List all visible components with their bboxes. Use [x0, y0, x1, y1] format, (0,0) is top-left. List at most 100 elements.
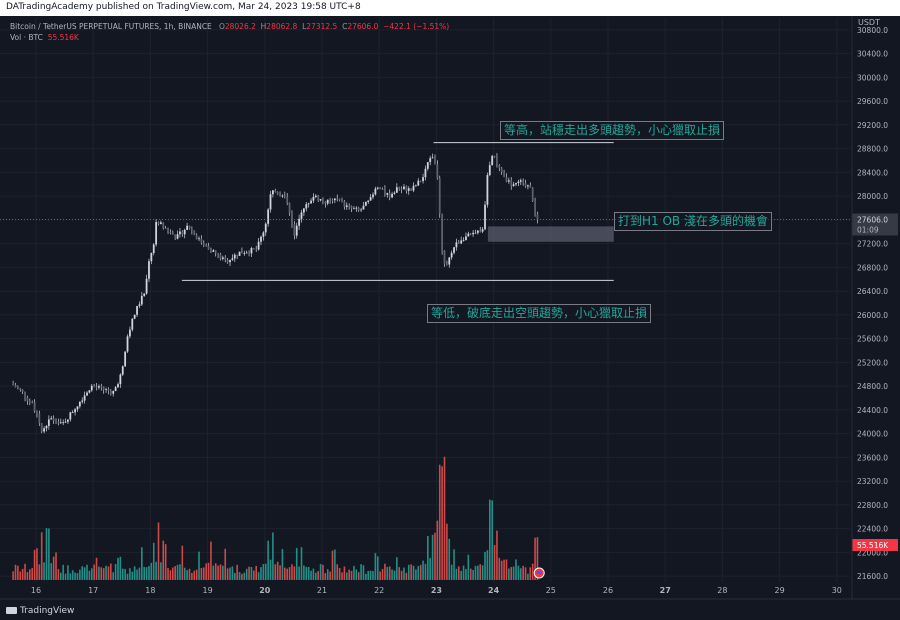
volume-bar [12, 571, 14, 580]
candle-body [93, 385, 96, 387]
volume-bar [183, 567, 186, 580]
volume-bar [150, 562, 153, 580]
order-block-zone[interactable] [487, 226, 614, 242]
volume-bar [264, 563, 267, 580]
candle-body [112, 391, 115, 394]
volume-bar [86, 564, 88, 580]
price-tick-label: 23600.0 [857, 453, 888, 462]
volume-bar [443, 456, 446, 580]
volume-bar [419, 564, 422, 580]
volume-bar [336, 564, 339, 580]
volume-bar [491, 500, 493, 580]
volume-bar [205, 563, 207, 580]
candle-body [362, 205, 365, 210]
price-axis[interactable]: 21600.0 22000.0 22400.0 22800.0 23200.0 23600… [857, 26, 888, 581]
candle-body [353, 208, 355, 210]
volume-bar [160, 562, 162, 580]
candle-body [55, 420, 57, 423]
volume-bar [348, 569, 350, 580]
candle-body [272, 190, 274, 195]
volume-bar [176, 564, 179, 580]
candle-body [121, 366, 124, 375]
volume-bar [396, 557, 398, 580]
candle-body [474, 232, 477, 234]
candle-body [395, 187, 398, 193]
volume-bar [365, 573, 367, 580]
volume-bar [276, 561, 279, 580]
volume-bar [24, 563, 26, 580]
candle-body [179, 231, 181, 235]
annotation-equal-low[interactable]: 等低，破底走出空頭趨勢，小心獵取止損 [427, 304, 652, 323]
volume-bar [141, 547, 143, 580]
candle-body [338, 198, 341, 200]
candle-body [369, 197, 372, 201]
candle-body [74, 409, 76, 413]
candle-body [238, 251, 241, 256]
candle-body [505, 176, 508, 182]
volume-bar [48, 528, 50, 580]
annotation-order-block[interactable]: 打到H1 OB 淺在多頭的機會 [614, 212, 772, 231]
volume-bar [219, 564, 222, 580]
price-tick-label: 30000.0 [857, 73, 888, 82]
candle-body [393, 192, 396, 194]
candle-body [140, 295, 143, 305]
candle-body [202, 242, 205, 246]
price-tick-label: 29600.0 [857, 97, 888, 106]
event-marker-icon-inner [536, 571, 542, 574]
volume-bar [202, 567, 205, 580]
volume-bar [112, 572, 115, 580]
volume-bar [100, 567, 103, 580]
volume-bar [45, 528, 48, 580]
volume-bar [272, 532, 274, 580]
candle-body [231, 258, 234, 260]
volume-bar [145, 567, 148, 580]
candle-body [221, 257, 224, 259]
candle-body [484, 204, 486, 230]
volume-bar [379, 571, 381, 580]
volume-bar [233, 573, 236, 580]
candle-body [381, 189, 384, 190]
volume-bar [253, 570, 255, 580]
volume-bar [19, 571, 22, 580]
time-tick-label: 19 [203, 586, 213, 595]
time-axis[interactable]: 16 17 18 19 20 21 22 23 24 25 26 27 28 29 30 [31, 586, 842, 595]
volume-bar [436, 520, 439, 580]
current-price-label: 27606.0 [857, 215, 888, 224]
volume-bar [212, 565, 215, 580]
volume-bar [36, 548, 38, 580]
volume-bar [458, 566, 460, 580]
volume-bar [288, 567, 291, 580]
candle-body [145, 278, 148, 294]
volume-bar [329, 571, 331, 580]
candle-body [45, 425, 48, 429]
candle-body [71, 412, 74, 414]
annotation-equal-high[interactable]: 等高，站穩走出多頭趨勢，小心獵取止損 [500, 121, 725, 140]
countdown-label: 01:09 [857, 225, 879, 234]
candle-body [469, 233, 472, 235]
volume-bar [138, 567, 141, 580]
volume-bar [231, 566, 234, 580]
price-tick-label: 22400.0 [857, 525, 888, 534]
candle-body [155, 222, 158, 245]
candles [12, 153, 539, 434]
volume-bar [102, 568, 105, 580]
candle-body [453, 247, 455, 253]
volume-bar [474, 565, 477, 580]
volume-bar [450, 564, 453, 580]
volume-bar [188, 568, 191, 580]
volume-bar [374, 553, 377, 580]
volume-bar [462, 565, 465, 580]
price-tick-label: 29200.0 [857, 121, 888, 130]
close-value: 27606.0 [347, 22, 379, 31]
volume-bar [341, 572, 343, 580]
candle-body [479, 230, 482, 232]
candle-body [455, 242, 458, 248]
volume-bar [484, 551, 486, 580]
candle-body [462, 240, 465, 241]
volume-bar [226, 568, 229, 580]
volume-bar [386, 566, 389, 580]
volume-bar [131, 571, 134, 580]
candle-body [438, 178, 441, 214]
volume-bar [26, 572, 29, 580]
candle-body [21, 389, 24, 392]
